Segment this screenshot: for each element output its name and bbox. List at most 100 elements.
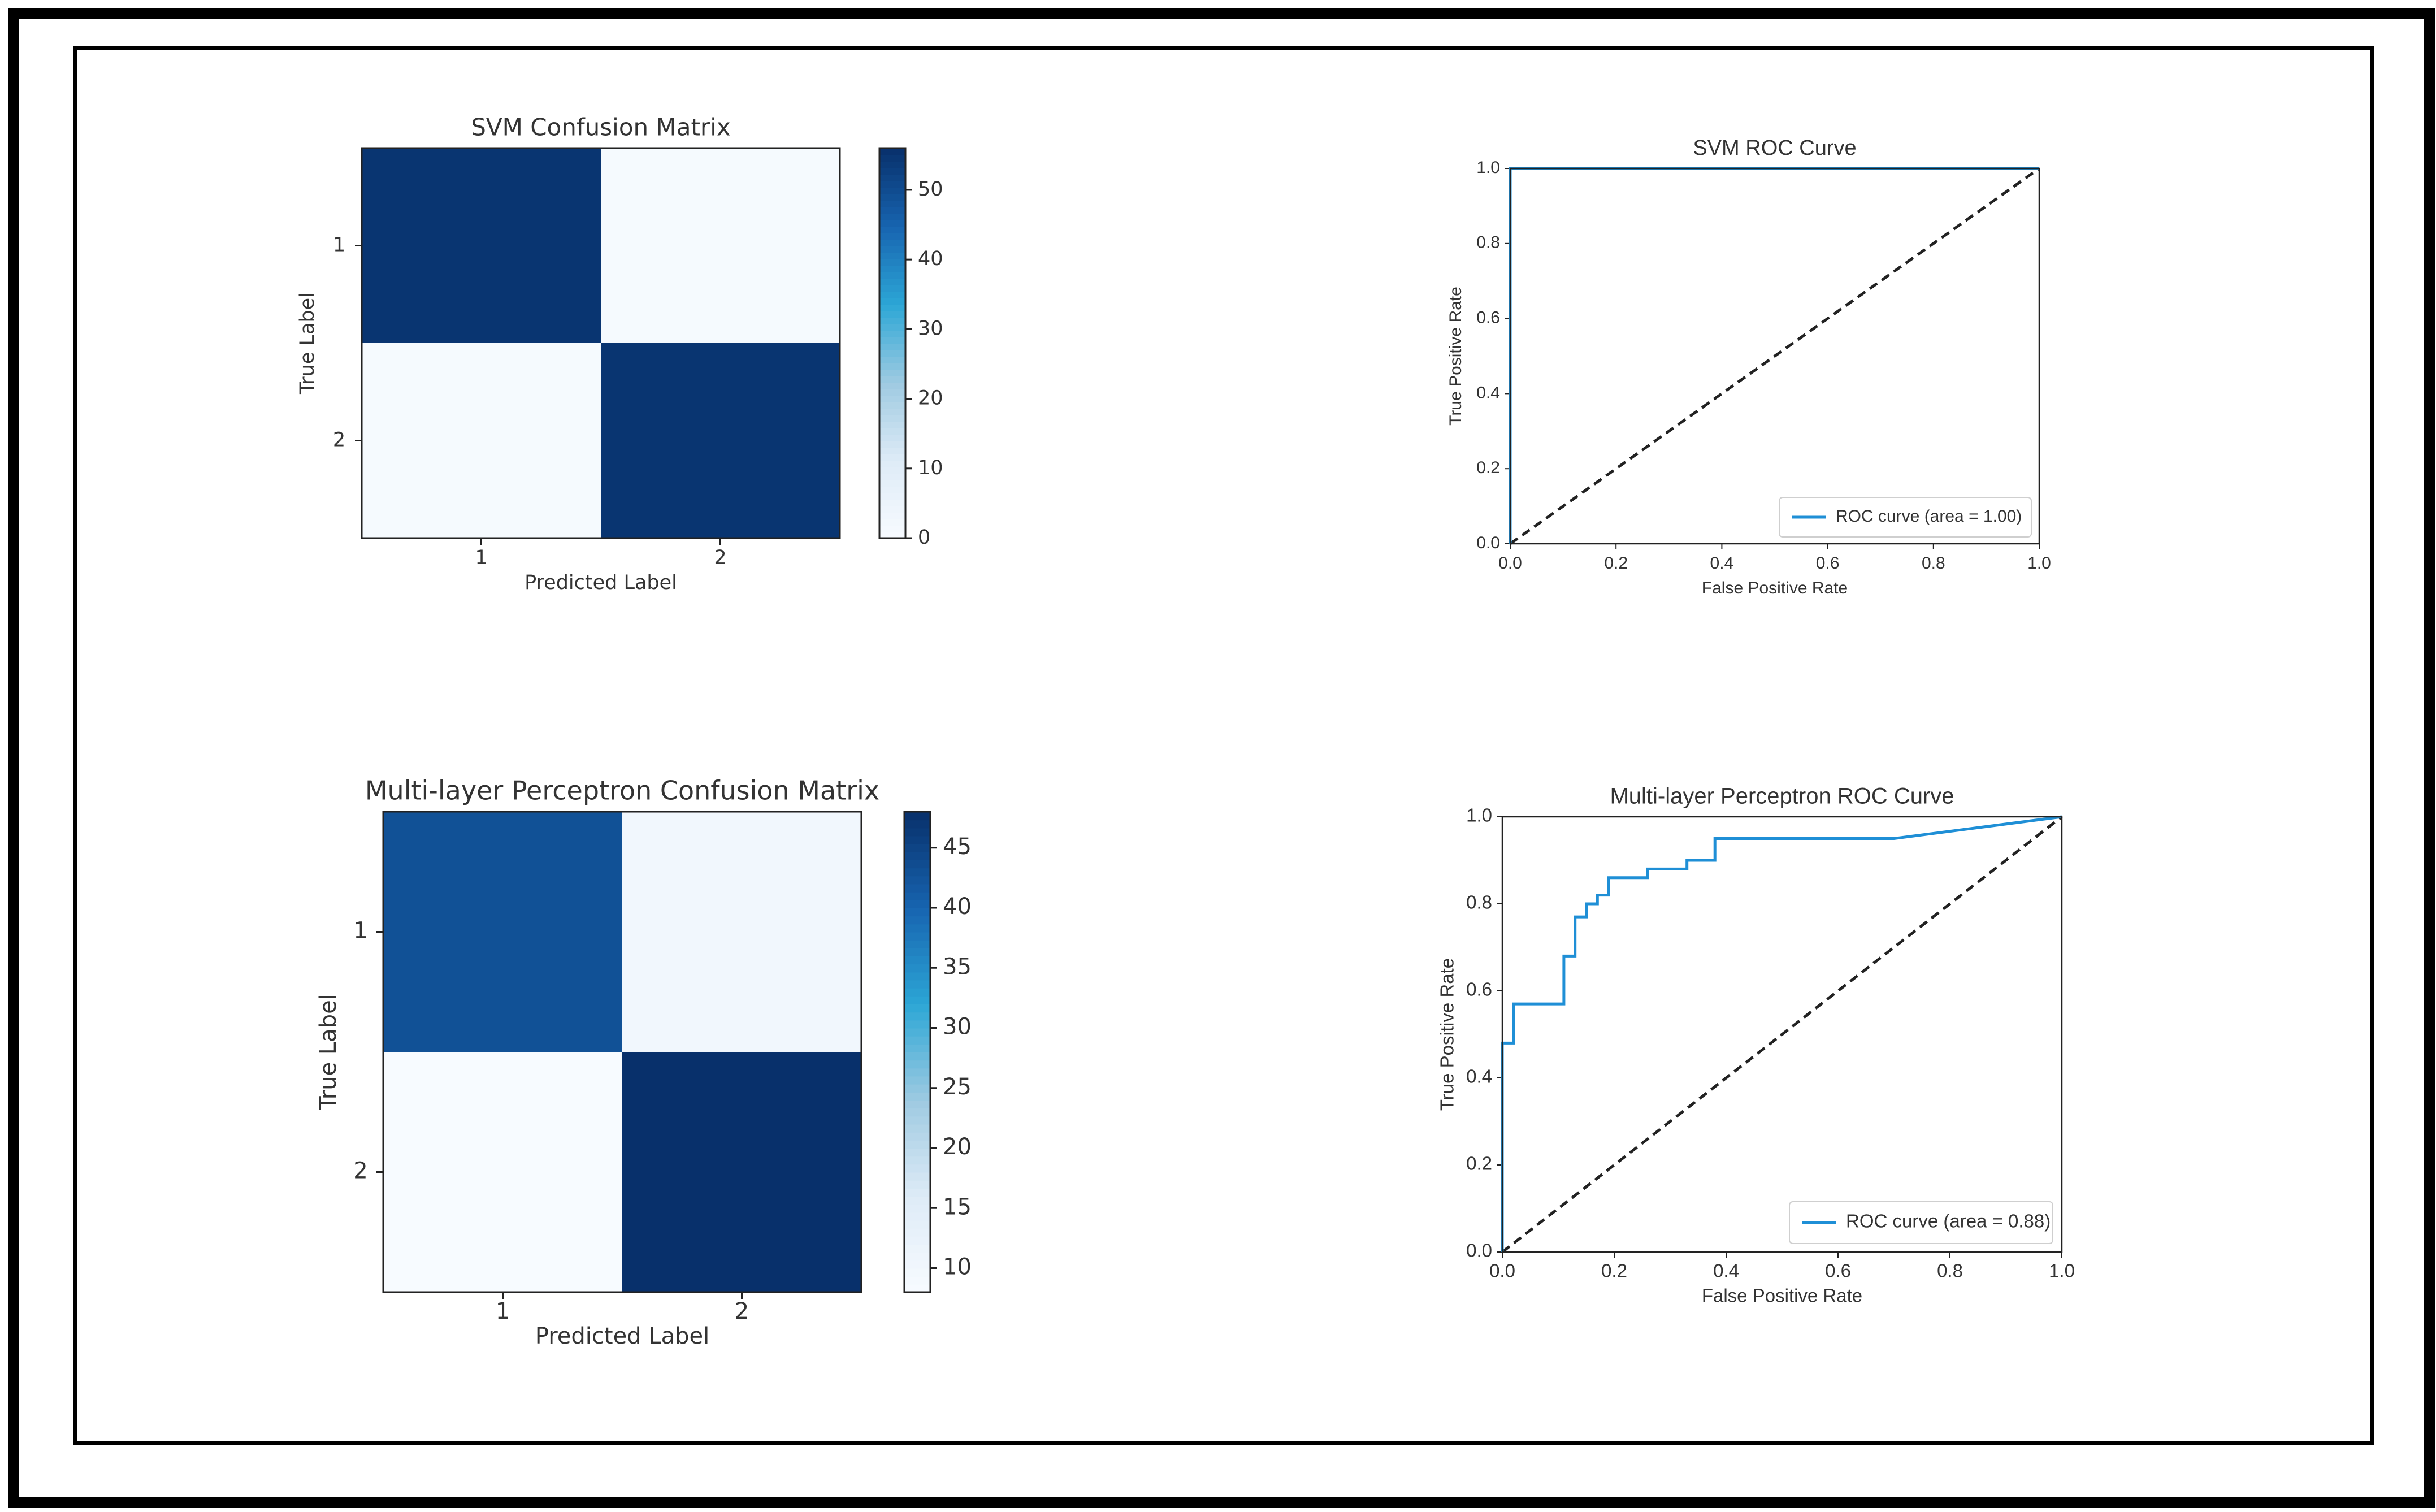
colorbar-segment [879,252,905,259]
colorbar-tick-label: 50 [918,178,943,201]
x-tick-label: 1 [496,1298,510,1324]
colorbar-segment [904,835,930,844]
colorbar-segment [879,336,905,344]
colorbar-segment [879,414,905,422]
colorbar-segment [879,180,905,188]
colorbar-segment [904,1180,930,1189]
colorbar-segment [879,174,905,181]
colorbar-segment [879,154,905,162]
colorbar-segment [904,1004,930,1013]
colorbar-segment [904,868,930,877]
colorbar-segment [879,310,905,318]
colorbar-segment [879,492,905,500]
y-tick-label: 1 [333,234,345,257]
colorbar-tick-label: 15 [943,1194,972,1220]
colorbar-segment [879,479,905,487]
colorbar-segment [904,932,930,941]
colorbar-segment [879,395,905,402]
colorbar-tick-label: 40 [918,248,943,270]
colorbar-segment [879,213,905,220]
y-tick-label: 0.0 [1476,534,1500,552]
colorbar-segment [879,297,905,305]
legend-label: ROC curve (area = 1.00) [1836,507,2022,526]
y-axis-label: True Label [315,994,341,1111]
colorbar-segment [904,1043,930,1052]
colorbar-segment [904,1196,930,1205]
colorbar-segment [904,1052,930,1061]
colorbar-segment [904,1091,930,1101]
colorbar-segment [904,1204,930,1213]
colorbar-segment [879,525,905,532]
colorbar-segment [879,226,905,233]
colorbar-tick-label: 40 [943,894,972,920]
colorbar-segment [904,883,930,893]
colorbar-segment [904,1100,930,1109]
colorbar-tick-label: 30 [918,317,943,340]
x-tick-label: 1.0 [2027,554,2051,573]
colorbar-segment [879,453,905,461]
colorbar-tick-label: 10 [943,1254,972,1280]
x-tick-label: 1.0 [2049,1260,2075,1281]
colorbar-segment [904,1140,930,1149]
chart-title: Multi-layer Perceptron Confusion Matrix [365,776,879,806]
colorbar-segment [879,473,905,480]
heatmap-cell [362,148,601,343]
x-tick-label: 0.4 [1713,1260,1739,1281]
y-tick-label: 0.8 [1466,892,1492,913]
colorbar-segment [904,956,930,965]
colorbar-tick-label: 35 [943,954,972,980]
x-tick-label: 0.4 [1710,554,1734,573]
colorbar-segment [904,1116,930,1125]
colorbar-segment [879,408,905,415]
colorbar-tick-label: 20 [918,387,943,410]
heatmap-cell [362,343,601,538]
colorbar-segment [879,245,905,253]
colorbar-segment [879,421,905,428]
colorbar-segment [879,187,905,194]
colorbar-segment [904,1164,930,1173]
colorbar-segment [904,812,930,821]
colorbar-segment [904,908,930,917]
heatmap-cell [622,812,861,1052]
legend-box [1779,497,2032,538]
colorbar-segment [879,388,905,396]
x-axis-label: False Positive Rate [1702,1285,1862,1306]
colorbar-segment [904,1012,930,1021]
heatmap-cell [601,148,840,343]
colorbar-segment [904,1228,930,1237]
colorbar-segment [879,265,905,272]
colorbar-segment [904,1060,930,1069]
heatmap-cell [383,1052,622,1292]
colorbar-segment [904,1124,930,1133]
colorbar-segment [904,1076,930,1085]
y-axis-label: True Positive Rate [1437,958,1458,1111]
legend-label: ROC curve (area = 0.88) [1846,1211,2051,1232]
y-tick-label: 0.6 [1466,979,1492,1000]
colorbar-segment [879,512,905,519]
x-tick-label: 0.8 [1937,1260,1963,1281]
colorbar-tick-label: 30 [943,1014,972,1040]
colorbar-segment [904,1036,930,1045]
colorbar-segment [904,972,930,981]
x-tick-label: 0.6 [1816,554,1840,573]
legend-box [1789,1201,2053,1244]
colorbar-segment [879,239,905,246]
colorbar-segment [879,161,905,168]
y-tick-label: 0.4 [1466,1066,1492,1087]
colorbar-segment [879,349,905,357]
colorbar-segment [904,1276,930,1285]
chart-title: SVM Confusion Matrix [471,114,730,141]
heatmap-frame [361,147,841,539]
colorbar-segment [879,486,905,493]
colorbar-segment [904,1252,930,1261]
y-tick-label: 2 [353,1158,367,1184]
y-tick-label: 1.0 [1466,805,1492,826]
colorbar-segment [904,964,930,973]
colorbar-segment [904,924,930,933]
chart-title: Multi-layer Perceptron ROC Curve [1610,784,1954,809]
mlp_roc-chart: 0.0 0.2 0.4 0.6 0.8 1.0 0.0 0.2 0.4 0.6 0.8 1.0 Mult… [1437,784,2075,1306]
colorbar-segment [879,330,905,337]
colorbar-frame [903,811,931,1293]
colorbar-segment [879,148,905,155]
